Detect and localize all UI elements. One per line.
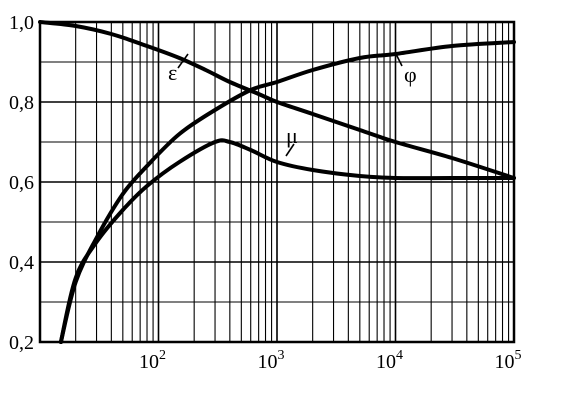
series-lines	[38, 20, 516, 344]
series-label-leader	[177, 53, 189, 69]
series-label-leader	[285, 143, 295, 157]
y-tick-label: 1,0	[9, 12, 34, 34]
series-line-mu	[58, 138, 516, 344]
series-label-mu: μ	[286, 123, 298, 148]
y-tick-labels: 1,0 0,8 0,6 0,4 0,2	[9, 12, 34, 354]
x-tick-label: 103	[258, 348, 285, 373]
plot-frame	[38, 20, 516, 344]
y-tick-label: 0,2	[9, 332, 34, 354]
series-labels: ε φ μ	[168, 53, 417, 157]
x-tick-label: 104	[376, 348, 403, 373]
y-tick-label: 0,4	[9, 252, 34, 274]
x-tick-label: 105	[495, 348, 522, 373]
grid	[40, 22, 514, 342]
y-tick-label: 0,8	[9, 92, 34, 114]
x-tick-label: 102	[139, 348, 166, 373]
series-line-epsilon	[38, 20, 516, 180]
series-label-phi: φ	[404, 62, 417, 87]
series-line-phi	[58, 40, 516, 344]
x-tick-labels: 102 103 104 105	[139, 348, 522, 373]
y-tick-label: 0,6	[9, 172, 34, 194]
series-label-leader	[395, 53, 403, 67]
series-label-epsilon: ε	[168, 60, 177, 85]
